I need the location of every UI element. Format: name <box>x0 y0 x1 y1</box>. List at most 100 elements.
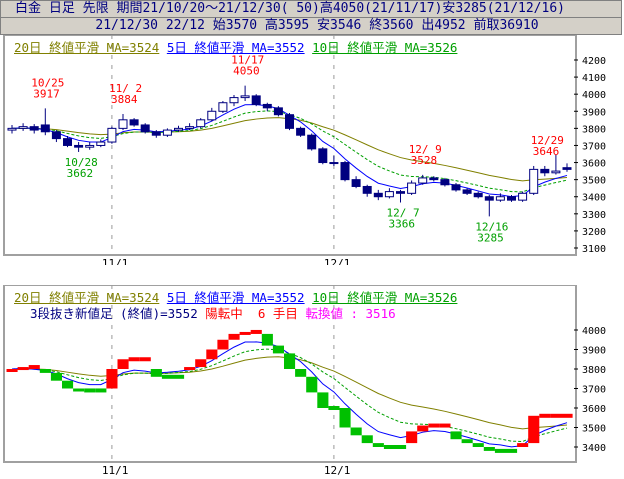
price-tick: 3400 <box>582 443 606 454</box>
line-break-brick <box>461 439 473 444</box>
line-break-brick <box>306 376 318 393</box>
line-break-brick <box>6 369 18 372</box>
line-break-brick <box>494 448 506 453</box>
candlestick-svg: 11/1 12/1 4200 4100 4000 3900 3800 3700 3600 3500… <box>3 34 606 270</box>
candle-body <box>229 97 239 104</box>
line-break-brick <box>395 445 407 449</box>
price-tick: 3500 <box>582 424 606 435</box>
legend-ma20: 20日 終値平滑 MA=3524 <box>14 40 160 55</box>
candle-body <box>7 127 17 131</box>
price-tick: 3800 <box>582 365 606 376</box>
candle-body <box>484 196 494 201</box>
candle-body <box>407 182 417 194</box>
candlestick-chart[interactable]: 11/1 12/1 4200 4100 4000 3900 3800 3700 3600 3500… <box>0 34 624 270</box>
line-break-brick <box>217 339 229 350</box>
price-tick: 3600 <box>582 404 606 415</box>
line-break-brick <box>406 431 418 444</box>
candle-body <box>18 126 28 129</box>
candle-body <box>240 95 250 99</box>
line-break-brick <box>284 353 296 369</box>
switch-value: 転換値 : 3516 <box>305 306 396 321</box>
line-break-brick <box>150 369 162 377</box>
line-break-brick <box>62 380 74 389</box>
candle-body <box>196 119 206 128</box>
candle-body <box>440 179 450 186</box>
annotation-date: 12/ 7 <box>387 207 420 220</box>
candle-body <box>507 196 516 201</box>
price-tick: 3500 <box>582 176 606 187</box>
annotation-date: 10/28 <box>65 156 98 169</box>
x-label: 11/1 <box>102 257 128 265</box>
line-break-brick <box>106 369 118 389</box>
candle-body <box>384 191 394 198</box>
line-break-brick <box>528 415 540 444</box>
candle-body <box>495 196 505 201</box>
annotation-date: 12/16 <box>475 220 508 233</box>
line-break-brick <box>95 388 107 393</box>
annotation-value: 3366 <box>389 218 416 231</box>
candle-body <box>551 170 561 174</box>
candle-body <box>51 131 61 140</box>
price-tick: 3800 <box>582 124 606 135</box>
line-break-brick <box>450 431 462 440</box>
line-break-brick <box>239 331 251 335</box>
price-tick: 4100 <box>582 73 606 84</box>
price-tick: 3100 <box>582 244 606 255</box>
candle-body <box>473 192 483 198</box>
x-label: 12/1 <box>324 257 351 265</box>
candle-body <box>540 168 550 174</box>
candle-body <box>307 134 317 150</box>
candle-body <box>373 192 383 198</box>
annotation-date: 12/ 9 <box>409 143 442 156</box>
line-break-brick <box>472 443 484 447</box>
candle-body <box>562 167 572 170</box>
candle-body <box>85 144 95 148</box>
annotation-date: 11/ 2 <box>109 82 142 95</box>
candle-body <box>285 114 294 129</box>
candle-body <box>174 127 183 131</box>
x-label: 11/1 <box>102 464 128 475</box>
candle-body <box>218 102 228 112</box>
quote-bar: 21/12/30 22/12 始3570 高3595 安3546 終3560 出… <box>0 17 622 35</box>
price-tick: 3900 <box>582 107 606 118</box>
line-break-brick <box>261 333 273 346</box>
ma10-line <box>11 348 568 443</box>
candle-body <box>118 119 128 129</box>
candle-body <box>273 107 283 116</box>
line-break-brick <box>173 374 185 379</box>
step-count: 6 手目 <box>257 306 298 321</box>
line-break-brick <box>139 357 151 362</box>
line-break-brick <box>84 388 96 393</box>
candle-body <box>429 177 439 181</box>
annotation-value: 3528 <box>411 154 438 167</box>
lower-legend-ma20: 20日 終値平滑 MA=3524 <box>14 290 160 305</box>
price-tick: 3700 <box>582 385 606 396</box>
lower-legend-ma5: 5日 終値平滑 MA=3552 <box>166 290 305 305</box>
line-break-brick <box>550 413 562 418</box>
line-break-brick <box>17 367 29 371</box>
candle-body <box>207 110 217 121</box>
line-break-brick <box>506 448 518 453</box>
line-break-svg: 11/1 12/1 4000 3900 3800 3700 3600 3500 3400 <box>3 284 606 477</box>
annotation-value: 3884 <box>111 93 138 106</box>
candle-body <box>162 129 172 136</box>
line-break-brick <box>350 427 362 436</box>
price-tick: 3400 <box>582 193 606 204</box>
annotation-value: 3917 <box>33 87 60 100</box>
line-break-brick <box>417 425 429 432</box>
price-tick: 4200 <box>582 56 606 67</box>
annotation-date: 12/29 <box>531 134 564 147</box>
price-tick: 4000 <box>582 90 606 101</box>
line-break-brick <box>372 443 384 447</box>
line-break-brick <box>295 369 307 377</box>
candle-body <box>96 141 106 146</box>
annotation-value: 4050 <box>233 65 260 78</box>
price-tick: 3600 <box>582 159 606 170</box>
annotation-date: 11/17 <box>231 54 264 67</box>
line-break-brick <box>561 413 573 418</box>
candle-body <box>74 144 84 148</box>
legend-ma10: 10日 終値平滑 MA=3526 <box>312 40 458 55</box>
candle-body <box>396 191 405 194</box>
line-break-chart[interactable]: 11/1 12/1 4000 3900 3800 3700 3600 3500 3400 20日… <box>0 284 624 477</box>
line-break-brick <box>250 329 262 334</box>
